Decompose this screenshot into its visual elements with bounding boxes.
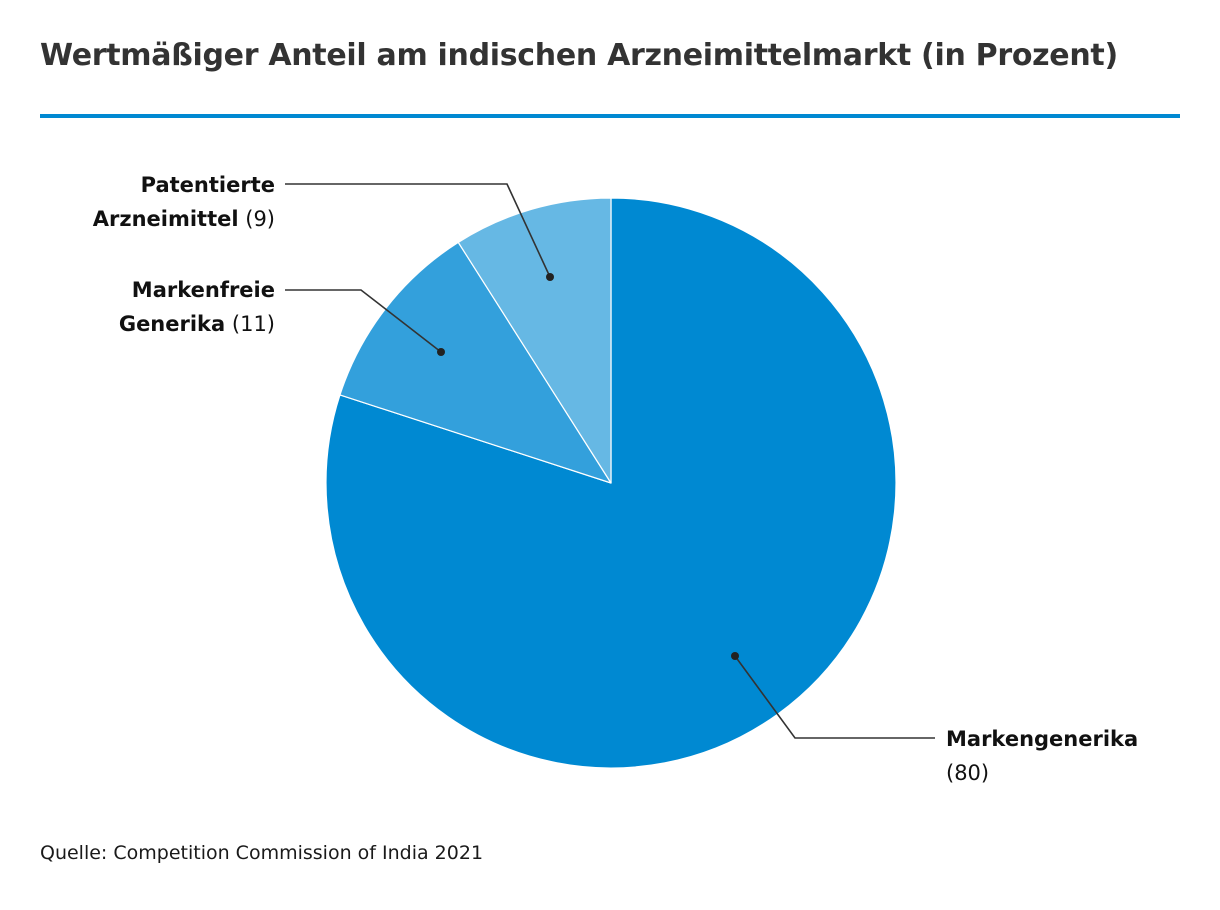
label-patentierte-arzneimittel-name2: Arzneimittel xyxy=(92,207,239,231)
source-note: Quelle: Competition Commission of India … xyxy=(40,842,484,864)
label-markengenerika: Markengenerika (80) xyxy=(946,722,1138,790)
leader-patentierte-arzneimittel-dot xyxy=(546,273,554,281)
label-patentierte-arzneimittel-value: (9) xyxy=(245,207,275,231)
label-markenfreie-generika-name2: Generika xyxy=(118,312,226,336)
title-rule xyxy=(40,114,1180,118)
leader-patentierte-arzneimittel xyxy=(285,183,551,278)
label-markenfreie-generika-value: (11) xyxy=(231,312,275,336)
leader-markenfreie-generika xyxy=(285,289,442,353)
leader-markengenerika xyxy=(734,655,935,739)
label-markenfreie-generika: Markenfreie Generika (11) xyxy=(119,273,275,341)
label-markenfreie-generika-name1: Markenfreie xyxy=(131,278,275,302)
leader-markengenerika-dot xyxy=(731,652,739,660)
label-markengenerika-value: (80) xyxy=(946,761,990,785)
label-patentierte-arzneimittel-name1: Patentierte xyxy=(140,173,275,197)
label-patentierte-arzneimittel: Patentierte Arzneimittel (9) xyxy=(93,168,275,236)
pie-slice-patentierte-arzneimittel xyxy=(457,197,612,484)
leader-markenfreie-generika-dot xyxy=(437,348,445,356)
label-markengenerika-name: Markengenerika xyxy=(946,727,1139,751)
chart-title: Wertmäßiger Anteil am indischen Arzneimi… xyxy=(40,38,1118,73)
